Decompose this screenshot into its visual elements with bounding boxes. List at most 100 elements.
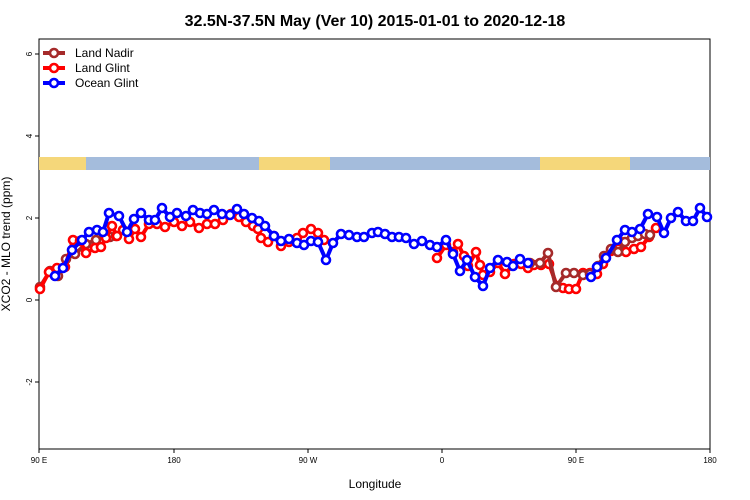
land-glint-series-point	[34, 283, 46, 295]
legend-marker	[48, 62, 60, 74]
x-axis-title: Longitude	[349, 477, 402, 491]
land-glint-series-point	[193, 222, 205, 234]
ocean-glint-series-point	[103, 207, 115, 219]
x-tick-label: 90 E	[568, 456, 584, 465]
land-glint-series-point	[106, 220, 118, 232]
x-tick-label: 90 W	[299, 456, 318, 465]
ocean-glint-series-point	[327, 237, 339, 249]
land-glint-series-point	[159, 221, 171, 233]
ocean-glint-series-point	[651, 211, 663, 223]
ocean-glint-series-point	[312, 236, 324, 248]
land-band-segment	[39, 157, 86, 170]
land-glint-series-point	[209, 218, 221, 230]
land-glint-series-point	[431, 252, 443, 264]
land-nadir-series-point	[568, 267, 580, 279]
ocean-glint-series-point	[128, 213, 140, 225]
ocean-glint-series-point	[484, 262, 496, 274]
y-tick-label: -2	[25, 378, 34, 386]
chart-title: 32.5N-37.5N May (Ver 10) 2015-01-01 to 2…	[185, 13, 566, 30]
ocean-glint-series-point	[672, 206, 684, 218]
ocean-glint-series-point	[224, 209, 236, 221]
land-nadir-series-point	[612, 246, 624, 258]
ocean-glint-series-point	[358, 231, 370, 243]
ocean-glint-series-point	[694, 202, 706, 214]
ocean-glint-series-point	[180, 210, 192, 222]
ocean-glint-series-point	[113, 210, 125, 222]
land-glint-series-point	[452, 238, 464, 250]
ocean-glint-series-point	[461, 254, 473, 266]
plot-frame	[38, 38, 711, 450]
ocean-glint-series-point	[121, 226, 133, 238]
x-tick-label: 180	[167, 456, 181, 465]
ocean-glint-series-point	[135, 207, 147, 219]
ocean-glint-series-point	[231, 203, 243, 215]
land-glint-series-point	[635, 241, 647, 253]
ocean-glint-series-point	[447, 248, 459, 260]
x-tick-label: 90 E	[31, 456, 47, 465]
ocean-glint-series-point	[283, 233, 295, 245]
x-tick-label: 0	[440, 456, 445, 465]
ocean-glint-series-point	[259, 220, 271, 232]
legend-label: Land Glint	[75, 61, 130, 75]
land-glint-series-point	[95, 241, 107, 253]
y-tick-label: 2	[25, 215, 34, 220]
land-glint-series-point	[135, 231, 147, 243]
ocean-glint-series-point	[238, 208, 250, 220]
land-glint-series-point	[470, 246, 482, 258]
land-glint-series-point	[80, 247, 92, 259]
land-glint-series-point	[111, 230, 123, 242]
x-tick-label: 180	[703, 456, 717, 465]
ocean-glint-series-point	[156, 202, 168, 214]
axes: 90 E 180 90 W 0 90 E 180 6 4 2 0 -2	[25, 51, 717, 465]
ocean-glint-series-point	[658, 227, 670, 239]
legend-marker	[48, 77, 60, 89]
land-glint-series-point	[474, 259, 486, 271]
y-tick-label: 0	[25, 297, 34, 302]
ocean-glint-series-point	[149, 214, 161, 226]
legend-marker	[48, 47, 60, 59]
ocean-glint-series-point	[431, 241, 443, 253]
ocean-glint-series-point	[634, 223, 646, 235]
ocean-glint-series-point	[320, 254, 332, 266]
ocean-glint-series-point	[454, 265, 466, 277]
ocean-glint-series-point	[514, 253, 526, 265]
ocean-glint-series-point	[208, 204, 220, 216]
ocean-glint-series-point	[665, 212, 677, 224]
ocean-glint-series-point	[687, 215, 699, 227]
land-band-segment	[259, 157, 330, 170]
ocean-glint-series-point	[76, 234, 88, 246]
land-ocean-band	[39, 157, 710, 170]
ocean-glint-series-point	[268, 230, 280, 242]
land-nadir-series-point	[542, 247, 554, 259]
ocean-glint-series-point	[507, 260, 519, 272]
land-nadir-series-point	[644, 229, 656, 241]
ocean-glint-series-point	[469, 271, 481, 283]
ocean-glint-series-point	[642, 208, 654, 220]
land-glint-series-point	[297, 227, 309, 239]
y-tick-label: 6	[25, 51, 34, 56]
land-glint-series-point	[176, 220, 188, 232]
ocean-glint-series-point	[611, 234, 623, 246]
ocean-glint-series-point	[585, 271, 597, 283]
ocean-glint-series-point	[701, 211, 713, 223]
ocean-glint-series-point	[97, 226, 109, 238]
ocean-glint-series-point	[591, 261, 603, 273]
ocean-glint-series-point	[522, 257, 534, 269]
ocean-glint-series-point	[49, 270, 61, 282]
ocean-glint-series-point	[416, 235, 428, 247]
ocean-glint-series-group	[49, 202, 534, 292]
land-nadir-series-point	[534, 257, 546, 269]
land-band-segment	[540, 157, 630, 170]
land-glint-series-point	[262, 236, 274, 248]
series-layer	[34, 202, 713, 295]
ocean-glint-series-point	[492, 254, 504, 266]
ocean-glint-series-point	[171, 207, 183, 219]
ocean-glint-series-group	[585, 202, 713, 283]
ocean-glint-series-point	[600, 252, 612, 264]
ocean-glint-series-point	[66, 244, 78, 256]
legend-label: Ocean Glint	[75, 76, 139, 90]
land-glint-series-point	[499, 268, 511, 280]
ocean-glint-series-point	[57, 262, 69, 274]
